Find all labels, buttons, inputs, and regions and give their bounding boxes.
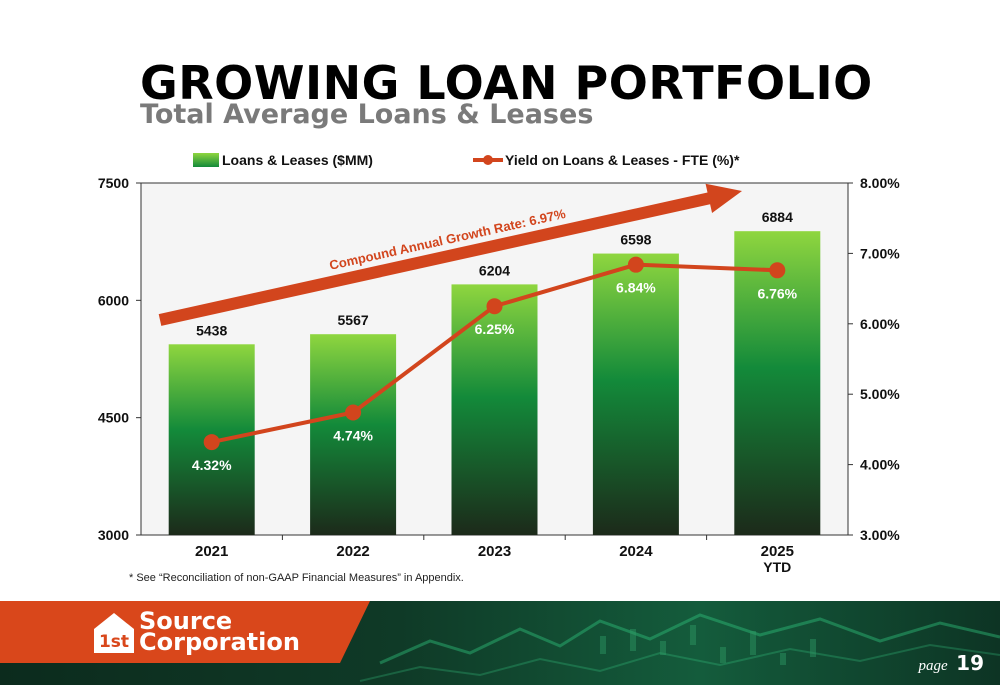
legend-bar-swatch: [193, 153, 219, 167]
yield-value-label: 4.32%: [192, 457, 232, 473]
y-right-tick-label: 5.00%: [860, 386, 900, 402]
market-graph-decoration: [359, 613, 1000, 682]
bar-value-label: 6598: [620, 232, 651, 248]
page-subtitle: Total Average Loans & Leases: [140, 99, 594, 130]
y-left-tick-label: 3000: [98, 527, 129, 543]
bar: [310, 334, 397, 535]
y-right-tick-label: 6.00%: [860, 316, 900, 332]
legend-line-marker: [483, 155, 493, 165]
bar: [734, 231, 821, 536]
y-left-tick-label: 4500: [98, 410, 129, 426]
yield-point: [769, 262, 786, 279]
brand-logo-icon: 1st: [94, 613, 134, 653]
y-left-tick-label: 7500: [98, 175, 129, 191]
x-tick-sublabel: YTD: [763, 559, 791, 575]
yield-point: [486, 298, 503, 315]
bar-value-label: 6204: [479, 262, 510, 278]
x-tick-label: 2023: [478, 543, 511, 560]
bar-value-label: 5438: [196, 322, 227, 338]
page-label: page: [918, 658, 948, 674]
chart: 3000 4500 6000 7500 3.00% 4.00% 5.00% 6.00% 7.00…: [98, 152, 900, 575]
yield-point: [345, 404, 362, 421]
y-right-tick-label: 3.00%: [860, 527, 900, 543]
bar-value-label: 5567: [338, 312, 369, 328]
footer: 1st Source Corporation page 19: [0, 601, 1000, 685]
brand-line-2: Corporation: [139, 628, 300, 656]
page-title: GROWING LOAN PORTFOLIO: [140, 56, 873, 110]
yield-point: [203, 434, 220, 451]
page-number: 19: [956, 651, 984, 675]
legend-line-label: Yield on Loans & Leases - FTE (%)*: [505, 152, 740, 168]
footnote: * See “Reconciliation of non-GAAP Financ…: [129, 572, 464, 584]
brand-banner: [0, 601, 370, 663]
svg-text:1st: 1st: [99, 632, 129, 652]
yield-value-label: 6.76%: [757, 285, 797, 301]
x-tick-label: 2022: [336, 543, 369, 560]
yield-value-label: 6.84%: [616, 280, 656, 296]
yield-point: [627, 256, 644, 273]
bar: [592, 253, 679, 535]
y-left-tick-label: 6000: [98, 292, 129, 308]
y-right-tick-label: 7.00%: [860, 245, 900, 261]
x-tick-label: 2025: [761, 543, 794, 560]
bar-value-label: 6884: [762, 209, 793, 225]
x-tick-label: 2024: [619, 543, 653, 560]
legend-bar-label: Loans & Leases ($MM): [222, 152, 373, 168]
growth-arrow: [158, 183, 743, 326]
brand-line-1: Source: [139, 607, 233, 635]
brand-name: Source Corporation: [139, 607, 300, 656]
x-tick-label: 2021: [195, 543, 228, 560]
page-indicator: page 19: [919, 651, 984, 675]
yield-value-label: 6.25%: [475, 321, 515, 337]
y-right-tick-label: 4.00%: [860, 457, 900, 473]
yield-value-label: 4.74%: [333, 428, 373, 444]
y-right-tick-label: 8.00%: [860, 175, 900, 191]
